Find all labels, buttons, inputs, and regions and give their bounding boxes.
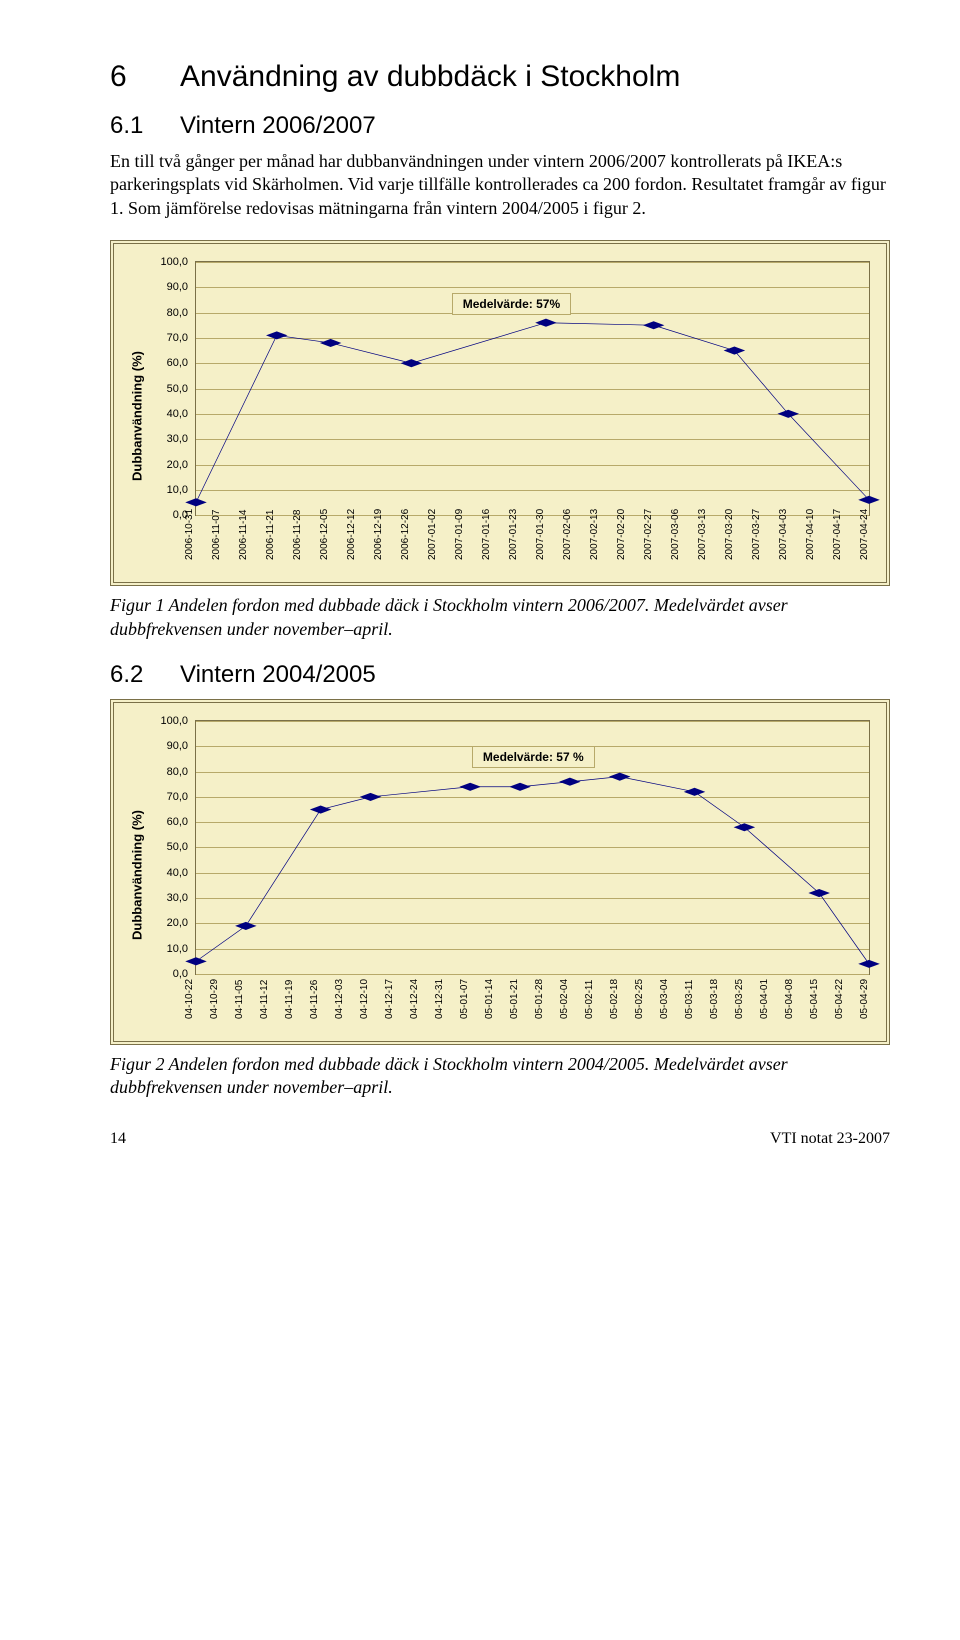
y-axis-label: Dubbanvändning (%) (130, 351, 145, 481)
heading-2-b: 6.2 Vintern 2004/2005 (110, 661, 890, 689)
heading-2-a: 6.1 Vintern 2006/2007 (110, 112, 890, 140)
x-tick-label: 2006-11-14 (238, 510, 249, 560)
x-tick-label: 2007-02-27 (643, 509, 654, 560)
x-tick-label: 04-11-05 (234, 980, 245, 1019)
y-tick-label: 30,0 (167, 892, 188, 904)
x-tick-label: 2007-04-24 (859, 509, 870, 560)
y-tick-label: 40,0 (167, 408, 188, 420)
y-tick-label: 10,0 (167, 943, 188, 955)
x-tick-label: 2007-04-17 (832, 509, 843, 560)
y-tick-label: 70,0 (167, 332, 188, 344)
x-tick-label: 05-03-18 (709, 979, 720, 1019)
plot-area: 0,010,020,030,040,050,060,070,080,090,01… (195, 720, 870, 975)
x-tick-label: 2006-10-31 (184, 509, 195, 560)
x-tick-label: 05-02-25 (634, 979, 645, 1019)
x-tick-label: 04-10-22 (184, 979, 195, 1019)
caption-figure-1: Figur 1 Andelen fordon med dubbade däck … (110, 594, 890, 641)
x-tick-label: 04-11-19 (284, 980, 295, 1019)
x-tick-label: 2007-03-27 (751, 509, 762, 560)
x-tick-label: 2007-02-13 (589, 509, 600, 560)
y-tick-label: 70,0 (167, 791, 188, 803)
x-tick-label: 05-02-18 (609, 979, 620, 1019)
y-tick-label: 60,0 (167, 357, 188, 369)
x-tick-label: 05-02-04 (559, 979, 570, 1019)
y-tick-label: 60,0 (167, 816, 188, 828)
x-tick-label: 05-03-04 (659, 979, 670, 1019)
x-tick-label: 04-12-03 (334, 979, 345, 1019)
y-tick-label: 30,0 (167, 433, 188, 445)
x-tick-label: 04-12-17 (384, 979, 395, 1019)
x-tick-label: 2006-11-21 (265, 510, 276, 560)
x-tick-label: 04-12-31 (434, 979, 445, 1019)
x-tick-label: 04-10-29 (209, 979, 220, 1019)
y-tick-label: 80,0 (167, 766, 188, 778)
x-tick-label: 2007-04-10 (805, 509, 816, 560)
x-tick-label: 05-01-21 (509, 979, 520, 1019)
x-tick-label: 05-04-29 (859, 979, 870, 1019)
x-tick-label: 2006-12-26 (400, 509, 411, 560)
y-tick-label: 100,0 (160, 715, 188, 727)
x-tick-label: 04-12-24 (409, 979, 420, 1019)
y-axis-label: Dubbanvändning (%) (130, 810, 145, 940)
heading-1-number: 6 (110, 60, 180, 94)
plot-area: 0,010,020,030,040,050,060,070,080,090,01… (195, 261, 870, 516)
x-tick-label: 2007-03-13 (697, 509, 708, 560)
mean-annotation: Medelvärde: 57% (452, 293, 571, 315)
x-tick-label: 05-03-25 (734, 979, 745, 1019)
x-tick-label: 04-11-12 (259, 980, 270, 1019)
page-footer: 14 VTI notat 23-2007 (110, 1130, 890, 1148)
heading-2b-text: Vintern 2004/2005 (180, 661, 376, 689)
x-tick-label: 2007-03-20 (724, 509, 735, 560)
x-tick-label: 04-12-10 (359, 979, 370, 1019)
x-tick-label: 2007-01-23 (508, 509, 519, 560)
x-tick-label: 05-02-11 (584, 980, 595, 1019)
page-number: 14 (110, 1130, 126, 1148)
x-tick-label: 2007-02-20 (616, 509, 627, 560)
x-tick-label: 2006-12-12 (346, 509, 357, 560)
x-tick-label: 05-03-11 (684, 980, 695, 1019)
y-tick-label: 100,0 (160, 256, 188, 268)
page-content: 6 Användning av dubbdäck i Stockholm 6.1… (0, 0, 960, 1188)
y-tick-label: 90,0 (167, 740, 188, 752)
document-id: VTI notat 23-2007 (770, 1130, 890, 1148)
x-tick-label: 05-04-22 (834, 979, 845, 1019)
x-tick-label: 2007-01-02 (427, 509, 438, 560)
x-tick-label: 2007-01-30 (535, 509, 546, 560)
y-tick-label: 80,0 (167, 307, 188, 319)
x-tick-label: 2006-11-07 (211, 510, 222, 560)
x-tick-label: 05-01-28 (534, 979, 545, 1019)
y-tick-label: 10,0 (167, 484, 188, 496)
x-tick-label: 05-01-07 (459, 979, 470, 1019)
mean-annotation: Medelvärde: 57 % (472, 746, 595, 768)
heading-1: 6 Användning av dubbdäck i Stockholm (110, 60, 890, 94)
x-tick-label: 05-01-14 (484, 979, 495, 1019)
x-tick-label: 2007-01-09 (454, 509, 465, 560)
x-tick-label: 05-04-01 (759, 979, 770, 1019)
y-tick-label: 20,0 (167, 459, 188, 471)
y-tick-label: 90,0 (167, 281, 188, 293)
x-tick-label: 04-11-26 (309, 980, 320, 1019)
x-tick-label: 2006-11-28 (292, 510, 303, 560)
x-tick-label: 2007-03-06 (670, 509, 681, 560)
y-tick-label: 50,0 (167, 383, 188, 395)
heading-2b-number: 6.2 (110, 661, 180, 689)
chart-figure-1: Dubbanvändning (%) 0,010,020,030,040,050,… (110, 240, 890, 586)
y-tick-label: 40,0 (167, 867, 188, 879)
body-paragraph-1: En till två gånger per månad har dubbanv… (110, 150, 890, 220)
y-tick-label: 50,0 (167, 841, 188, 853)
x-tick-label: 2006-12-05 (319, 509, 330, 560)
y-tick-label: 20,0 (167, 917, 188, 929)
heading-2a-text: Vintern 2006/2007 (180, 112, 376, 140)
heading-2a-number: 6.1 (110, 112, 180, 140)
x-tick-label: 05-04-15 (809, 979, 820, 1019)
x-tick-label: 05-04-08 (784, 979, 795, 1019)
x-tick-label: 2007-04-03 (778, 509, 789, 560)
x-tick-label: 2007-02-06 (562, 509, 573, 560)
x-tick-label: 2006-12-19 (373, 509, 384, 560)
caption-figure-2: Figur 2 Andelen fordon med dubbade däck … (110, 1053, 890, 1100)
heading-1-text: Användning av dubbdäck i Stockholm (180, 60, 680, 94)
x-tick-label: 2007-01-16 (481, 509, 492, 560)
chart-figure-2: Dubbanvändning (%) 0,010,020,030,040,050,… (110, 699, 890, 1045)
